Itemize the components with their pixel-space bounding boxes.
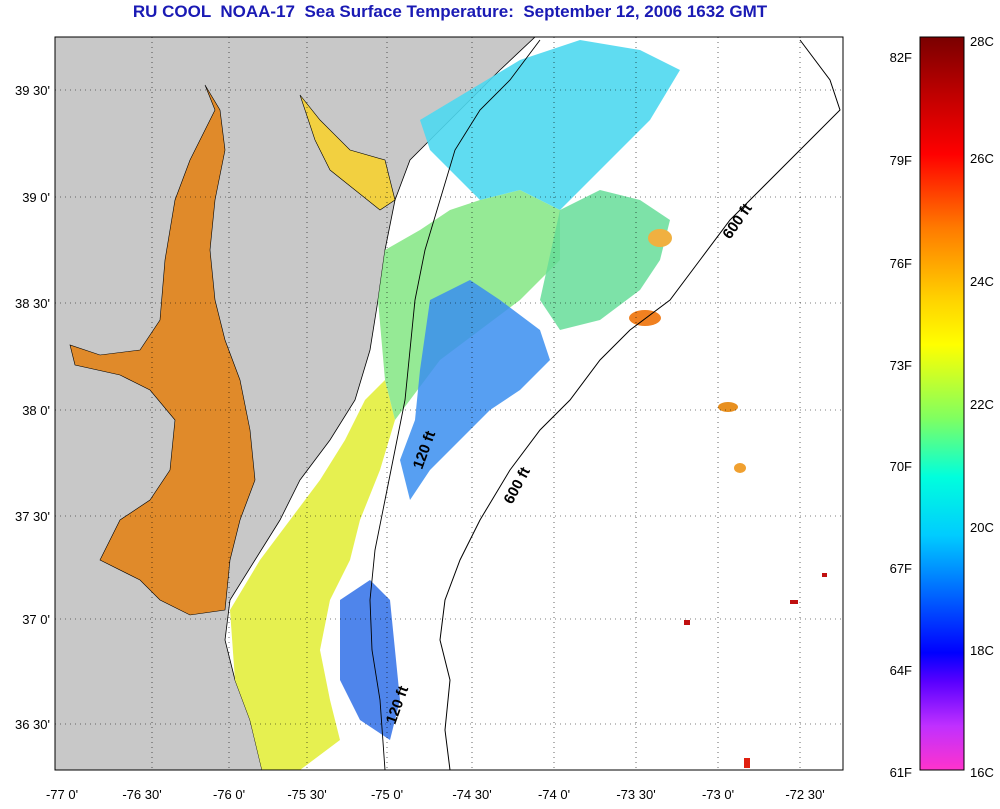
lat-label: 38 30' (15, 296, 50, 311)
colorbar-c-label: 16C (970, 765, 994, 780)
hot-pixel (744, 758, 750, 768)
lon-label: -74 30' (452, 787, 491, 802)
warm-patch (648, 229, 672, 247)
warm-spot (718, 402, 738, 412)
lat-label: 38 0' (22, 403, 50, 418)
colorbar-c-label: 20C (970, 520, 994, 535)
lon-label: -75 0' (371, 787, 403, 802)
warm-eddy (629, 310, 661, 326)
map-frame (54, 36, 844, 771)
hot-pixel (822, 573, 827, 577)
delaware-bay (299, 94, 396, 211)
map-title: RU COOL NOAA-17 Sea Surface Temperature:… (132, 2, 768, 21)
colorbar-c-label: 18C (970, 643, 994, 658)
colorbar-c-label: 26C (970, 151, 994, 166)
sst-shelf-blue-south (340, 580, 400, 740)
lon-label: -77 0' (46, 787, 78, 802)
colorbar (919, 36, 965, 771)
lat-label: 37 0' (22, 612, 50, 627)
colorbar-f-label: 70F (890, 459, 912, 474)
sst-shelf-blue (400, 280, 550, 500)
colorbar-c-label: 22C (970, 397, 994, 412)
lon-label: -76 30' (122, 787, 161, 802)
lon-label: -73 0' (702, 787, 734, 802)
lon-label: -73 30' (616, 787, 655, 802)
colorbar-f-label: 76F (890, 256, 912, 271)
colorbar-f-label: 73F (890, 358, 912, 373)
colorbar-f-label: 61F (890, 765, 912, 780)
lat-label: 37 30' (15, 509, 50, 524)
lat-label: 39 30' (15, 83, 50, 98)
colorbar-f-label: 64F (890, 663, 912, 678)
colorbar-c-label: 28C (970, 34, 994, 49)
lon-label: -72 30' (785, 787, 824, 802)
lon-label: -74 0' (538, 787, 570, 802)
contour-600ft (439, 39, 841, 770)
sst-shelf-cyan (420, 40, 680, 210)
hot-pixel (790, 600, 798, 604)
colorbar-c-label: 24C (970, 274, 994, 289)
lat-label: 36 30' (15, 717, 50, 732)
warm-spot (734, 463, 746, 473)
colorbar-f-label: 79F (890, 153, 912, 168)
chesapeake-bay (69, 84, 256, 616)
sst-coastal-warm (230, 380, 395, 770)
lat-label: 39 0' (22, 190, 50, 205)
colorbar-f-label: 67F (890, 561, 912, 576)
lon-label: -76 0' (213, 787, 245, 802)
contour-120ft (369, 39, 541, 770)
hot-pixel (684, 620, 690, 625)
graticule (55, 37, 843, 770)
lon-label: -75 30' (287, 787, 326, 802)
colorbar-f-label: 82F (890, 50, 912, 65)
sst-offshore-mixed (540, 190, 670, 330)
